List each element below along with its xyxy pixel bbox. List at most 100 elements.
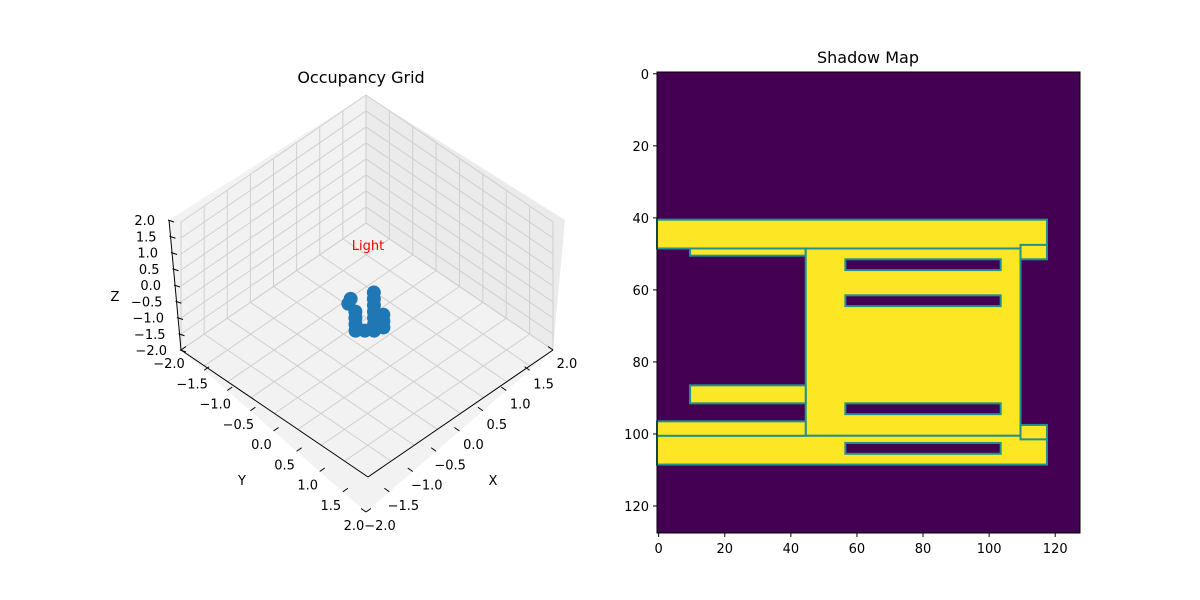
y-tick — [273, 427, 279, 432]
back-right-pane — [366, 95, 565, 350]
y-tick-label: 1.0 — [297, 479, 318, 494]
wall-grid-line — [180, 158, 367, 287]
occupancy-points — [341, 285, 391, 338]
x-tick-label: −1.5 — [388, 499, 420, 514]
wall-grid-line — [365, 94, 554, 223]
shadow-stripe — [844, 294, 1002, 308]
heatmap-x-tick-label: 0 — [655, 542, 663, 557]
floor-grid-line — [226, 317, 415, 446]
z-tick-label: −1.0 — [132, 312, 164, 327]
y-tick — [296, 447, 302, 452]
occupancy-grid-title: Occupancy Grid — [297, 68, 424, 87]
y-tick-label: 0.0 — [251, 438, 272, 453]
occupancy-grid-plot: Occupancy Grid −2.0 2.0−2.0−1.5 1.5−1.5−1.… — [111, 68, 578, 534]
z-tick — [179, 349, 187, 353]
wall-grid-line — [365, 158, 554, 287]
heatmap-ticks: 0 20 40 60 80 100 120 0 20 40 60 80 100 120 — [624, 68, 1067, 557]
y-tick-label: 2.0 — [344, 519, 365, 534]
heatmap-y-tick-label: 80 — [632, 356, 649, 371]
y-tick — [250, 406, 256, 412]
wall-grid-line — [180, 142, 367, 271]
x-tick-label: −1.0 — [411, 479, 443, 494]
x-axis-line — [180, 349, 369, 478]
bright-region — [1019, 423, 1048, 441]
y-axis-line — [367, 349, 554, 478]
heatmap-cells — [656, 72, 1080, 533]
heatmap-x-tick-label: 60 — [849, 542, 866, 557]
z-tick-label: 0.0 — [140, 279, 161, 294]
tick-labels: −2.0 2.0−2.0−1.5 1.5−1.5−1.0 1.0−1.0−0.5 0.5… — [131, 214, 577, 534]
y-axis-label: Y — [237, 474, 246, 489]
z-tick-label: 1.5 — [136, 230, 157, 245]
y-tick-label: −0.5 — [223, 418, 255, 433]
x-tick-label: −0.5 — [434, 458, 466, 473]
x-tick-label: 1.5 — [533, 377, 554, 392]
y-tick — [226, 386, 233, 391]
shadow-map-title: Shadow Map — [817, 48, 919, 67]
x-tick — [500, 386, 507, 391]
z-tick — [170, 252, 178, 255]
x-tick — [524, 366, 530, 371]
z-tick — [169, 235, 176, 239]
heatmap-x-tick-label: 80 — [915, 542, 932, 557]
heatmap-x-tick-label: 20 — [716, 542, 733, 557]
z-tick-label: 1.0 — [137, 247, 158, 262]
bright-region — [689, 247, 807, 257]
z-tick — [172, 268, 179, 272]
floor-grid-line — [273, 286, 461, 414]
heatmap-x-tick-label: 40 — [783, 542, 800, 557]
wall-grid-line — [180, 110, 367, 239]
heatmap-y-tick-label: 100 — [624, 428, 649, 443]
z-tick — [173, 284, 181, 288]
z-tick — [167, 219, 175, 223]
heatmap-y-tick-label: 40 — [632, 212, 649, 227]
grid-lines — [180, 94, 554, 478]
x-tick — [360, 508, 367, 513]
floor-grid-line — [297, 301, 484, 430]
x-tick — [477, 406, 484, 412]
floor-grid-line — [344, 333, 530, 462]
heatmap-x-tick-label: 100 — [977, 542, 1002, 557]
z-tick-label: −0.5 — [131, 295, 163, 310]
heatmap-frame — [656, 71, 1081, 534]
z-tick — [176, 317, 184, 320]
z-tick — [178, 333, 185, 337]
y-tick — [365, 508, 372, 513]
back-left-pane — [169, 95, 366, 350]
wall-grid-line — [180, 94, 367, 223]
shadow-stripe — [844, 441, 1002, 455]
z-tick-label: 2.0 — [134, 214, 155, 229]
y-tick-label: 0.5 — [274, 458, 295, 473]
bright-region — [689, 384, 807, 405]
x-tick — [430, 447, 437, 452]
floor-grid-line — [203, 333, 392, 462]
x-tick — [547, 346, 554, 351]
y-tick — [203, 366, 210, 371]
shadow-stripe — [844, 402, 1002, 416]
x-tick — [384, 487, 390, 493]
y-tick-label: 1.5 — [321, 499, 342, 514]
x-tick-label: 2.0 — [557, 357, 578, 372]
wall-grid-line — [365, 126, 554, 255]
bright-region — [1019, 243, 1048, 261]
z-axis-label: Z — [111, 290, 120, 305]
heatmap-x-tick-label: 120 — [1043, 542, 1068, 557]
wall-grid-line — [365, 110, 554, 239]
bright-region — [656, 218, 1048, 250]
bright-region — [656, 420, 807, 437]
wall-grid-line — [365, 142, 554, 271]
shadow-map-plot: Shadow Map 0 20 40 60 80 100 120 0 20 40 60 80 100 12… — [624, 48, 1081, 557]
x-tick-label: −2.0 — [364, 519, 396, 534]
z-tick-label: −1.5 — [134, 328, 166, 343]
occupancy-point — [376, 320, 391, 335]
shadow-stripe — [844, 258, 1002, 272]
y-tick — [180, 346, 187, 351]
heatmap-y-tick-label: 20 — [632, 140, 649, 155]
heatmap-y-tick-label: 120 — [624, 500, 649, 515]
heatmap-y-tick-label: 60 — [632, 284, 649, 299]
x-tick — [454, 427, 460, 432]
floor-grid-line — [250, 301, 438, 430]
x-tick-label: 0.0 — [463, 438, 484, 453]
heatmap-y-tick-label: 0 — [641, 68, 649, 83]
